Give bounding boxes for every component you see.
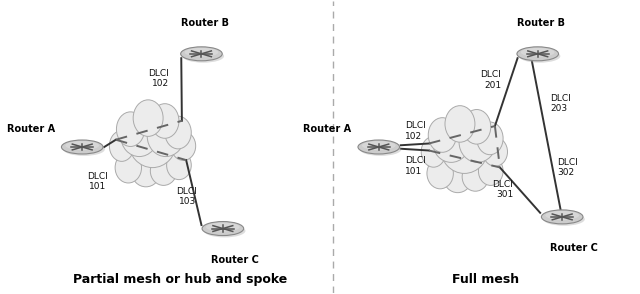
Ellipse shape — [440, 121, 488, 173]
Ellipse shape — [204, 224, 246, 238]
Ellipse shape — [184, 48, 218, 57]
Ellipse shape — [462, 162, 488, 191]
Text: Router B: Router B — [516, 18, 564, 28]
Ellipse shape — [444, 164, 472, 193]
Ellipse shape — [182, 50, 224, 63]
Ellipse shape — [463, 110, 491, 144]
Ellipse shape — [479, 157, 503, 186]
Ellipse shape — [428, 118, 456, 152]
Text: Router B: Router B — [180, 18, 228, 28]
Text: DLCI
101: DLCI 101 — [405, 156, 426, 176]
Text: Router C: Router C — [550, 243, 598, 253]
Ellipse shape — [166, 151, 191, 180]
Ellipse shape — [459, 122, 496, 162]
Text: Router C: Router C — [211, 255, 259, 265]
Ellipse shape — [151, 104, 179, 138]
Text: Partial mesh or hub and spoke: Partial mesh or hub and spoke — [73, 273, 287, 286]
Ellipse shape — [202, 222, 244, 235]
Ellipse shape — [427, 158, 453, 189]
Text: DLCI
203: DLCI 203 — [550, 93, 571, 113]
Ellipse shape — [180, 47, 222, 61]
Ellipse shape — [132, 158, 160, 187]
Text: Full mesh: Full mesh — [452, 273, 519, 286]
Text: DLCI
103: DLCI 103 — [176, 187, 196, 206]
Ellipse shape — [147, 116, 184, 156]
Ellipse shape — [206, 223, 239, 231]
Ellipse shape — [171, 132, 196, 161]
Text: Router A: Router A — [6, 124, 54, 134]
Text: Router A: Router A — [303, 124, 351, 134]
Ellipse shape — [519, 50, 561, 63]
Ellipse shape — [61, 140, 103, 154]
Ellipse shape — [477, 122, 503, 155]
Ellipse shape — [362, 141, 396, 150]
Text: DLCI
302: DLCI 302 — [557, 158, 578, 177]
Ellipse shape — [65, 141, 99, 150]
Ellipse shape — [445, 106, 475, 142]
Ellipse shape — [543, 213, 585, 226]
Ellipse shape — [433, 122, 470, 162]
Ellipse shape — [521, 48, 554, 57]
Ellipse shape — [421, 136, 446, 167]
Ellipse shape — [115, 152, 141, 183]
Ellipse shape — [517, 47, 559, 61]
Ellipse shape — [150, 156, 177, 186]
Ellipse shape — [545, 211, 579, 220]
Ellipse shape — [165, 116, 191, 149]
Text: DLCI
301: DLCI 301 — [493, 180, 513, 199]
Ellipse shape — [121, 116, 158, 156]
Text: DLCI
101: DLCI 101 — [87, 172, 108, 191]
Ellipse shape — [109, 131, 134, 161]
Ellipse shape — [116, 112, 145, 146]
Ellipse shape — [360, 143, 401, 156]
Text: DLCI
102: DLCI 102 — [405, 121, 426, 141]
Ellipse shape — [358, 140, 399, 154]
Text: DLCI
201: DLCI 201 — [480, 70, 501, 90]
Text: DLCI
102: DLCI 102 — [148, 69, 169, 88]
Ellipse shape — [483, 137, 508, 166]
Ellipse shape — [541, 210, 583, 224]
Ellipse shape — [63, 143, 105, 156]
Ellipse shape — [133, 100, 163, 136]
Ellipse shape — [129, 115, 177, 168]
